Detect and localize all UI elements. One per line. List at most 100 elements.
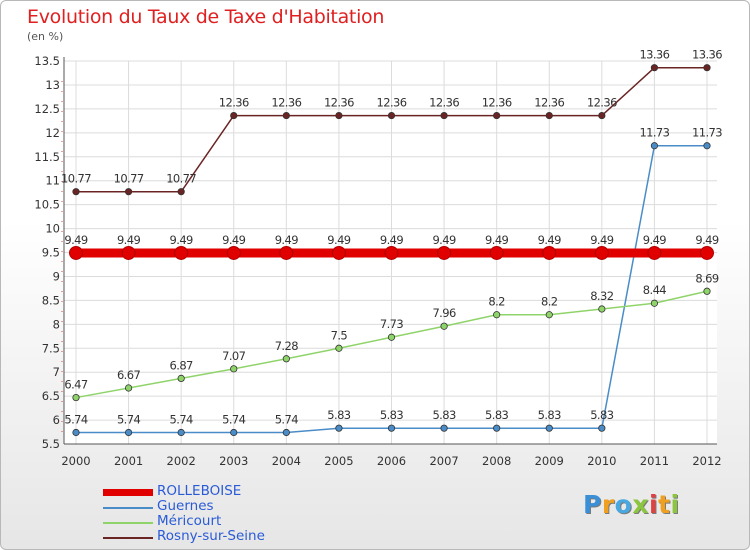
data-label: 6.87: [170, 358, 193, 372]
x-tick-label: 2009: [535, 454, 564, 468]
data-point: [335, 344, 343, 352]
x-tick-label: 2002: [167, 454, 196, 468]
data-label: 9.49: [695, 233, 718, 247]
y-tick-label: 11.5: [34, 150, 60, 164]
data-label: 9.49: [327, 233, 350, 247]
data-point: [703, 142, 711, 150]
y-tick-label: 13.5: [34, 54, 60, 68]
data-point: [72, 188, 80, 196]
data-label: 5.83: [538, 408, 561, 422]
y-tick-label: 12: [45, 126, 60, 140]
data-point: [493, 311, 501, 319]
data-label: 5.74: [117, 413, 140, 427]
data-label: 11.73: [692, 126, 722, 140]
line-chart: 5.5 6 6.5 7 7.5 8 8.5 9 9.5 10 10.5 11 11.5 12 12.5 13 1…: [34, 48, 722, 468]
data-label: 10.77: [166, 172, 196, 186]
data-point: [72, 393, 80, 402]
legend-swatch: [103, 489, 153, 496]
y-tick-label: 10.5: [34, 198, 60, 212]
data-label: 12.36: [377, 96, 407, 110]
data-point: [331, 245, 346, 260]
x-tick-label: 2006: [377, 454, 406, 468]
data-point: [121, 245, 136, 260]
data-label: 7.28: [275, 339, 298, 353]
data-label: 9.49: [538, 233, 561, 247]
data-point: [335, 424, 343, 432]
y-tick-label: 6.5: [42, 389, 60, 403]
x-tick-label: 2012: [692, 454, 721, 468]
data-point: [69, 245, 83, 260]
x-tick-label: 2007: [429, 454, 458, 468]
x-tick-label: 2000: [61, 454, 90, 468]
data-point: [650, 299, 659, 307]
legend-label: Rosny-sur-Seine: [157, 528, 265, 544]
logo-letter: i: [649, 490, 659, 519]
data-label: 12.36: [429, 96, 459, 110]
data-label: 9.49: [222, 233, 245, 247]
data-point: [598, 424, 606, 432]
data-label: 8.69: [695, 271, 718, 285]
data-label: 5.83: [432, 408, 455, 422]
data-point: [700, 245, 714, 260]
data-label: 7.07: [222, 349, 245, 363]
data-point: [387, 111, 396, 120]
data-point: [230, 365, 238, 373]
data-point: [279, 245, 294, 260]
data-point: [440, 322, 448, 330]
data-point: [493, 424, 501, 432]
data-label: 9.49: [64, 233, 87, 247]
data-label: 5.74: [170, 413, 193, 427]
logo-letter: t: [658, 490, 671, 519]
data-point: [650, 64, 659, 72]
data-label: 9.49: [170, 233, 193, 247]
data-point: [335, 111, 343, 120]
data-point: [647, 245, 662, 260]
data-label: 13.36: [692, 48, 722, 62]
data-label: 12.36: [219, 96, 249, 110]
data-label: 5.74: [64, 413, 87, 427]
data-label: 6.47: [64, 378, 87, 392]
data-point: [703, 287, 711, 295]
data-point: [282, 111, 290, 120]
x-tick-label: 2001: [114, 454, 143, 468]
data-label: 8.2: [541, 295, 558, 309]
data-label: 7.5: [331, 328, 348, 342]
y-tick-label: 7: [53, 365, 60, 379]
data-label: 7.96: [432, 306, 455, 320]
legend-label: Méricourt: [157, 513, 222, 529]
data-label: 12.36: [587, 96, 617, 110]
y-tick-label: 12.5: [34, 102, 60, 116]
data-label: 5.83: [380, 408, 403, 422]
y-tick-label: 8: [53, 317, 60, 331]
data-point: [545, 424, 553, 432]
data-label: 7.73: [380, 317, 403, 331]
data-point: [282, 428, 290, 437]
data-point: [177, 188, 185, 196]
data-point: [489, 245, 504, 260]
data-label: 5.74: [222, 413, 245, 427]
data-label: 9.49: [643, 233, 666, 247]
data-point: [650, 142, 659, 150]
data-label: 12.36: [482, 96, 512, 110]
x-tick-label: 2010: [587, 454, 616, 468]
data-point: [542, 245, 557, 260]
data-label: 8.44: [643, 283, 666, 297]
data-label: 9.49: [590, 233, 613, 247]
x-tick-label: 2011: [640, 454, 669, 468]
data-point: [226, 245, 241, 260]
y-tick-label: 9: [53, 269, 60, 283]
x-tick-label: 2005: [324, 454, 353, 468]
data-point: [598, 305, 606, 313]
logo-letter: r: [601, 490, 615, 519]
data-label: 9.49: [380, 233, 403, 247]
y-tick-label: 6: [53, 413, 60, 427]
data-point: [124, 428, 133, 437]
data-point: [174, 245, 189, 260]
data-point: [594, 245, 609, 260]
data-point: [387, 333, 396, 341]
x-tick-label: 2003: [219, 454, 248, 468]
y-tick-label: 11: [45, 174, 60, 188]
legend-label: Guernes: [157, 498, 214, 514]
data-label: 10.77: [61, 172, 91, 186]
